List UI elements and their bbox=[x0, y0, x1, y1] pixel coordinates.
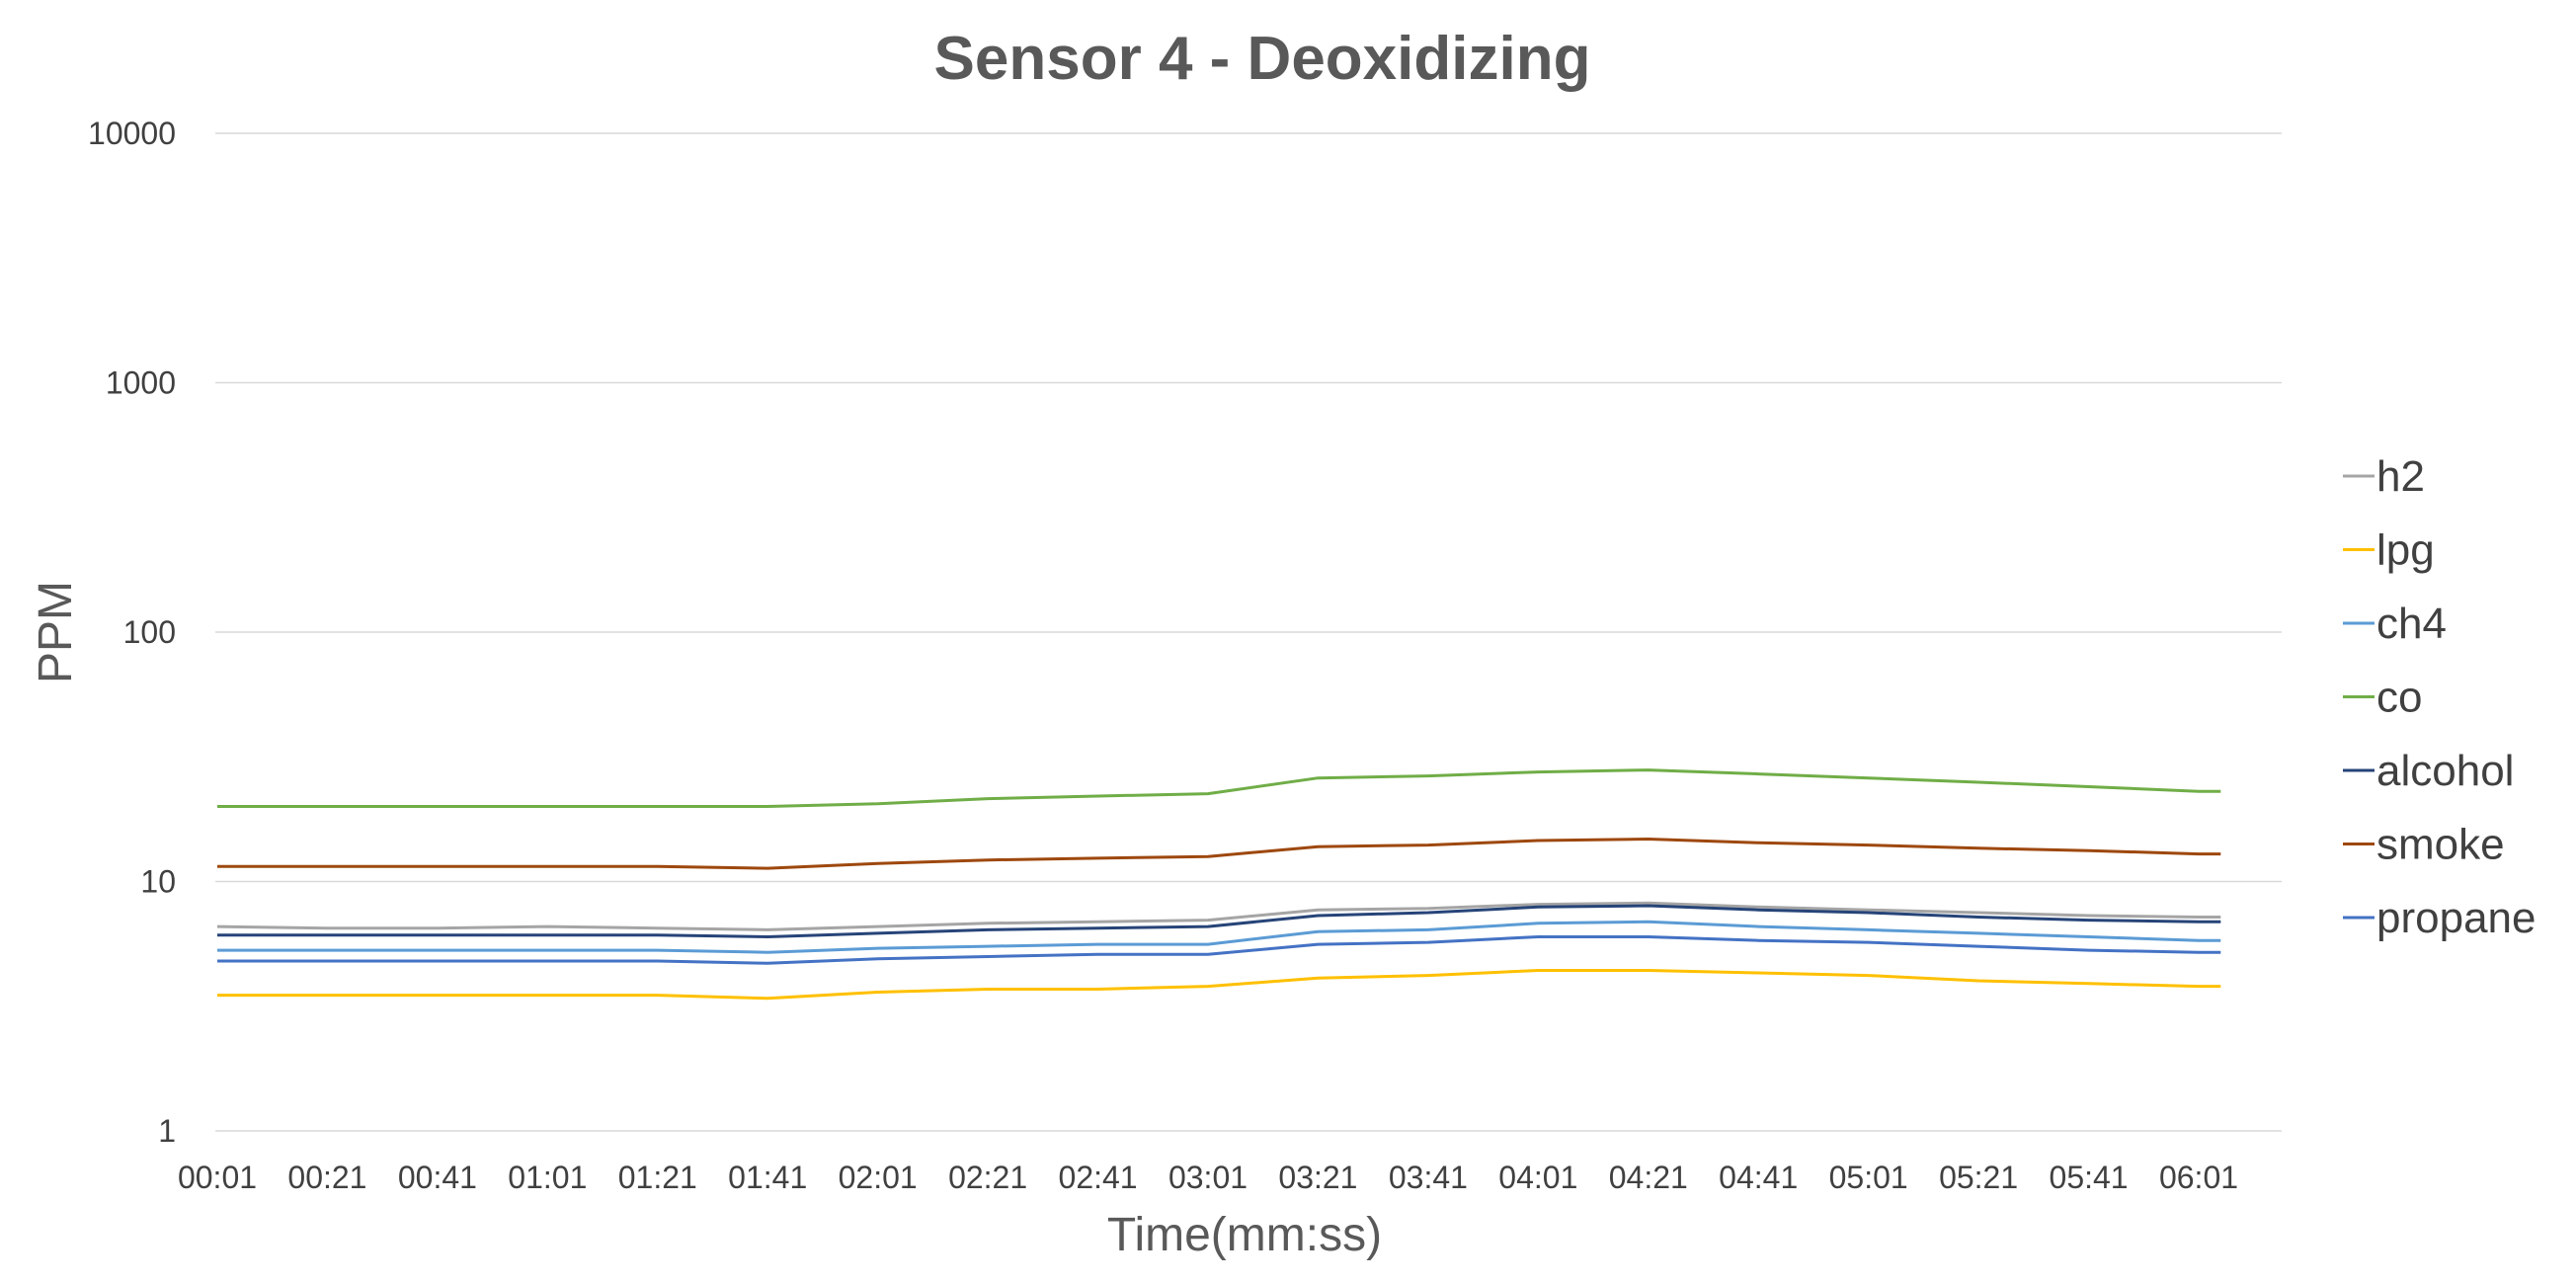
legend-label: ch4 bbox=[2376, 600, 2447, 648]
legend-label: propane bbox=[2376, 894, 2536, 942]
legend-item-propane: propane bbox=[2343, 894, 2536, 942]
legend-item-ch4: ch4 bbox=[2343, 600, 2447, 648]
x-tick-label: 00:41 bbox=[398, 1160, 477, 1195]
series-line-h2 bbox=[216, 901, 2221, 931]
legend-label: alcohol bbox=[2376, 747, 2514, 795]
gridlines bbox=[215, 132, 2282, 1132]
x-tick-label: 00:01 bbox=[178, 1160, 257, 1195]
x-tick-label: 01:41 bbox=[728, 1160, 807, 1195]
x-tick-label: 05:21 bbox=[1939, 1160, 2018, 1195]
y-tick-label: 10000 bbox=[88, 116, 176, 151]
x-tick-label: 04:01 bbox=[1498, 1160, 1577, 1195]
series-line-smoke bbox=[217, 838, 2221, 870]
chart-title: Sensor 4 - Deoxidizing bbox=[934, 25, 1591, 93]
legend-label: lpg bbox=[2376, 526, 2435, 575]
x-tick-label: 04:41 bbox=[1719, 1160, 1798, 1195]
x-tick-label: 02:01 bbox=[839, 1160, 918, 1195]
x-tick-label: 02:21 bbox=[948, 1160, 1027, 1195]
legend-item-h2: h2 bbox=[2343, 452, 2425, 501]
legend-item-alcohol: alcohol bbox=[2343, 747, 2514, 795]
y-axis-title: PPM bbox=[30, 581, 82, 683]
x-tick-label: 02:41 bbox=[1059, 1160, 1138, 1195]
x-tick-label: 05:01 bbox=[1829, 1160, 1908, 1195]
x-tick-label: 05:41 bbox=[2050, 1160, 2129, 1195]
x-tick-label: 03:01 bbox=[1168, 1160, 1248, 1195]
series-line-propane bbox=[217, 935, 2221, 965]
legend-item-lpg: lpg bbox=[2343, 526, 2435, 575]
y-tick-label: 1 bbox=[158, 1113, 176, 1149]
legend-item-co: co bbox=[2343, 674, 2422, 722]
series-line-alcohol bbox=[217, 904, 2221, 938]
series-line-lpg bbox=[217, 969, 2221, 1001]
x-axis-title: Time(mm:ss) bbox=[1107, 1209, 1382, 1261]
x-tick-label: 03:21 bbox=[1278, 1160, 1357, 1195]
series-line-ch4 bbox=[217, 920, 2221, 954]
y-tick-label: 10 bbox=[140, 864, 176, 900]
x-tick-label: 01:01 bbox=[508, 1160, 587, 1195]
y-tick-label: 100 bbox=[123, 614, 176, 650]
series-line-co bbox=[217, 768, 2221, 808]
x-axis-ticks: 00:01 00:21 00:41 01:01 01:21 01:41 02:01 02:21… bbox=[178, 1160, 2238, 1195]
legend-label: co bbox=[2376, 674, 2422, 722]
x-tick-label: 04:21 bbox=[1609, 1160, 1688, 1195]
legend-item-smoke: smoke bbox=[2343, 821, 2505, 869]
legend-label: smoke bbox=[2376, 821, 2505, 869]
x-tick-label: 00:21 bbox=[287, 1160, 366, 1195]
x-tick-label: 01:21 bbox=[618, 1160, 697, 1195]
x-tick-label: 06:01 bbox=[2159, 1160, 2238, 1195]
legend: h2 lpg ch4 co alcohol smoke propane bbox=[2343, 452, 2536, 942]
y-axis-ticks: 1 10 100 1000 10000 bbox=[88, 116, 176, 1149]
series-lines bbox=[216, 768, 2221, 1001]
legend-label: h2 bbox=[2376, 452, 2425, 501]
x-tick-label: 03:41 bbox=[1389, 1160, 1468, 1195]
y-tick-label: 1000 bbox=[106, 365, 176, 401]
